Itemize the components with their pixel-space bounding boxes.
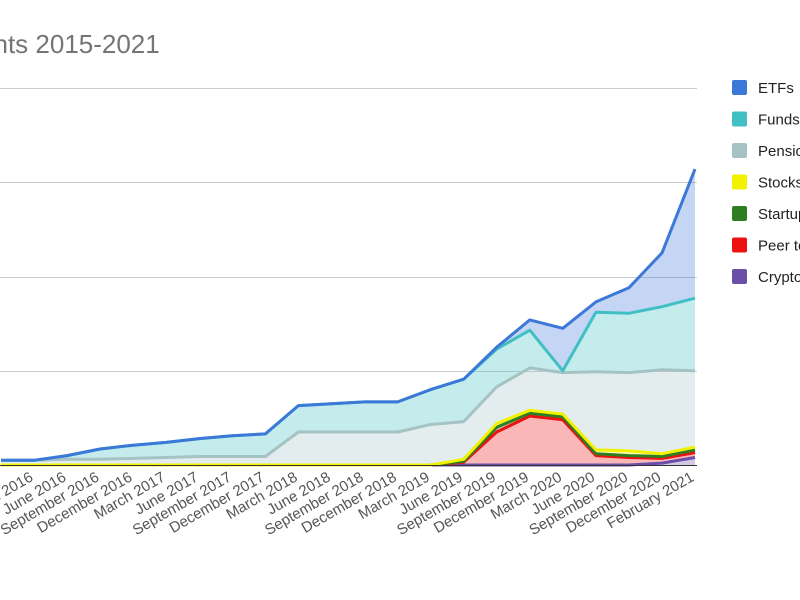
legend-swatch (732, 80, 747, 95)
legend-item-crypto[interactable]: Crypto (732, 269, 800, 286)
legend-label: Stocks (758, 175, 800, 192)
legend-item-startups[interactable]: Startups (732, 206, 800, 223)
legend-label: Startups (758, 206, 800, 223)
legend-swatch (732, 269, 747, 284)
series-areas (1, 169, 695, 465)
legend-item-etfs[interactable]: ETFs (732, 80, 794, 97)
legend-label: Peer to peer lending (758, 238, 800, 255)
line-etfs (1, 168, 697, 462)
legend-label: Pension (758, 143, 800, 160)
legend-swatch (732, 111, 747, 127)
chart-title: Investments 2015-2021 (0, 29, 160, 59)
line-pension (1, 366, 696, 462)
area-peer-to-peer-lending (1, 416, 695, 465)
area-pension (1, 367, 695, 465)
legend-item-funds[interactable]: Funds (732, 111, 800, 129)
area-funds (1, 298, 695, 461)
legend-item-peer-to-peer-lending[interactable]: Peer to peer lending (732, 237, 800, 255)
legend-swatch (732, 174, 747, 190)
legend-label: Crypto (758, 269, 800, 286)
legend-label: Funds (758, 112, 800, 129)
legend-swatch (732, 143, 747, 158)
legend-swatch (732, 237, 747, 253)
legend-item-stocks[interactable]: Stocks (732, 174, 800, 192)
legend: ETFs Funds Pension Stocks Startups Peer to pe… (732, 80, 800, 286)
legend-swatch (732, 206, 747, 221)
legend-label: ETFs (758, 80, 794, 97)
legend-item-pension[interactable]: Pension (732, 143, 800, 160)
